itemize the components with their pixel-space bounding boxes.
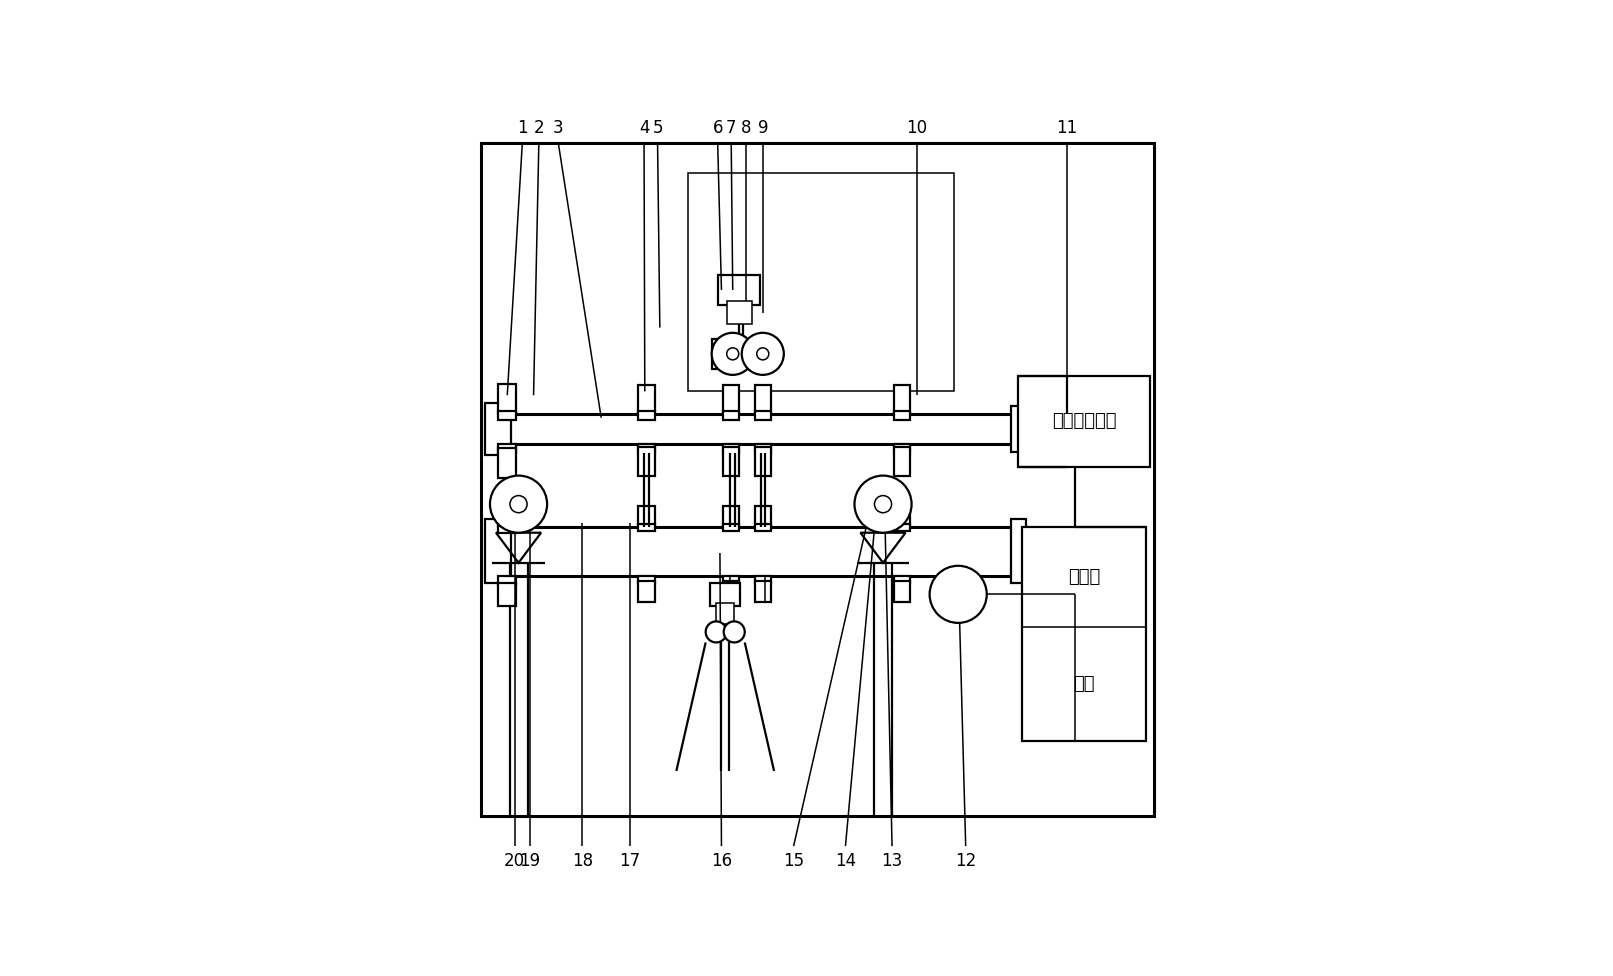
Bar xyxy=(727,302,752,324)
Circle shape xyxy=(855,475,911,533)
Bar xyxy=(498,583,516,605)
Bar xyxy=(723,444,739,453)
Text: 2: 2 xyxy=(534,119,544,138)
Bar xyxy=(755,386,771,414)
Text: 6: 6 xyxy=(713,119,723,138)
Circle shape xyxy=(756,347,769,360)
Circle shape xyxy=(727,347,739,360)
Bar xyxy=(639,506,655,527)
Bar xyxy=(755,444,771,453)
Bar xyxy=(498,524,516,533)
Bar xyxy=(723,581,739,602)
Bar xyxy=(755,411,771,420)
Bar xyxy=(639,581,655,602)
Bar xyxy=(755,447,771,475)
Text: 16: 16 xyxy=(711,852,732,871)
Circle shape xyxy=(742,333,784,375)
Text: 10: 10 xyxy=(907,119,927,138)
Bar xyxy=(755,576,771,583)
Bar xyxy=(723,524,739,531)
Bar xyxy=(639,411,655,420)
Bar xyxy=(894,524,910,531)
Bar xyxy=(498,411,516,420)
Bar xyxy=(639,386,655,414)
Circle shape xyxy=(510,496,527,512)
Text: 疲劳试: 疲劳试 xyxy=(1068,568,1100,586)
Bar xyxy=(710,583,740,605)
Bar xyxy=(894,444,910,453)
Text: 应变测试系统: 应变测试系统 xyxy=(1052,413,1116,430)
Bar xyxy=(639,524,655,531)
Circle shape xyxy=(705,622,727,642)
Bar xyxy=(894,581,910,602)
Bar xyxy=(755,524,771,531)
Bar xyxy=(894,411,910,420)
Circle shape xyxy=(929,566,987,623)
Bar xyxy=(723,576,739,583)
Text: 13: 13 xyxy=(881,852,903,871)
Bar xyxy=(1011,519,1026,583)
Bar xyxy=(639,576,655,583)
Text: 12: 12 xyxy=(955,852,976,871)
Bar xyxy=(481,143,1153,816)
Circle shape xyxy=(490,475,547,533)
Bar xyxy=(723,447,739,475)
Text: 20: 20 xyxy=(505,852,526,871)
Text: 18: 18 xyxy=(573,852,594,871)
Bar xyxy=(723,386,739,414)
Bar xyxy=(498,384,516,414)
Text: 1: 1 xyxy=(518,119,527,138)
Circle shape xyxy=(711,333,753,375)
Bar xyxy=(723,506,739,527)
Bar xyxy=(498,448,516,478)
Circle shape xyxy=(724,622,745,642)
Text: 7: 7 xyxy=(726,119,737,138)
Text: 3: 3 xyxy=(553,119,563,138)
Bar xyxy=(755,581,771,602)
Bar xyxy=(894,447,910,475)
Bar xyxy=(498,444,516,453)
Text: 4: 4 xyxy=(639,119,650,138)
Bar xyxy=(716,603,734,625)
Circle shape xyxy=(874,496,892,512)
Text: 14: 14 xyxy=(836,852,857,871)
Bar xyxy=(755,506,771,527)
Text: 验机: 验机 xyxy=(1073,675,1095,693)
Bar xyxy=(894,576,910,583)
Bar xyxy=(498,505,516,527)
Text: 9: 9 xyxy=(758,119,768,138)
Bar xyxy=(711,339,766,369)
Text: 5: 5 xyxy=(652,119,663,138)
Bar xyxy=(894,506,910,527)
Bar xyxy=(1018,377,1150,467)
Bar xyxy=(639,444,655,453)
Bar xyxy=(1023,527,1147,741)
Bar xyxy=(486,403,511,455)
Text: 15: 15 xyxy=(782,852,805,871)
Text: 11: 11 xyxy=(1057,119,1077,138)
Bar xyxy=(486,519,511,583)
Bar xyxy=(894,386,910,414)
Text: 19: 19 xyxy=(519,852,540,871)
Bar xyxy=(498,576,516,585)
Bar xyxy=(1011,406,1040,452)
Text: 8: 8 xyxy=(740,119,752,138)
Bar xyxy=(718,275,760,305)
Bar xyxy=(639,447,655,475)
Text: 17: 17 xyxy=(619,852,640,871)
Bar xyxy=(723,411,739,420)
Bar xyxy=(687,174,955,391)
